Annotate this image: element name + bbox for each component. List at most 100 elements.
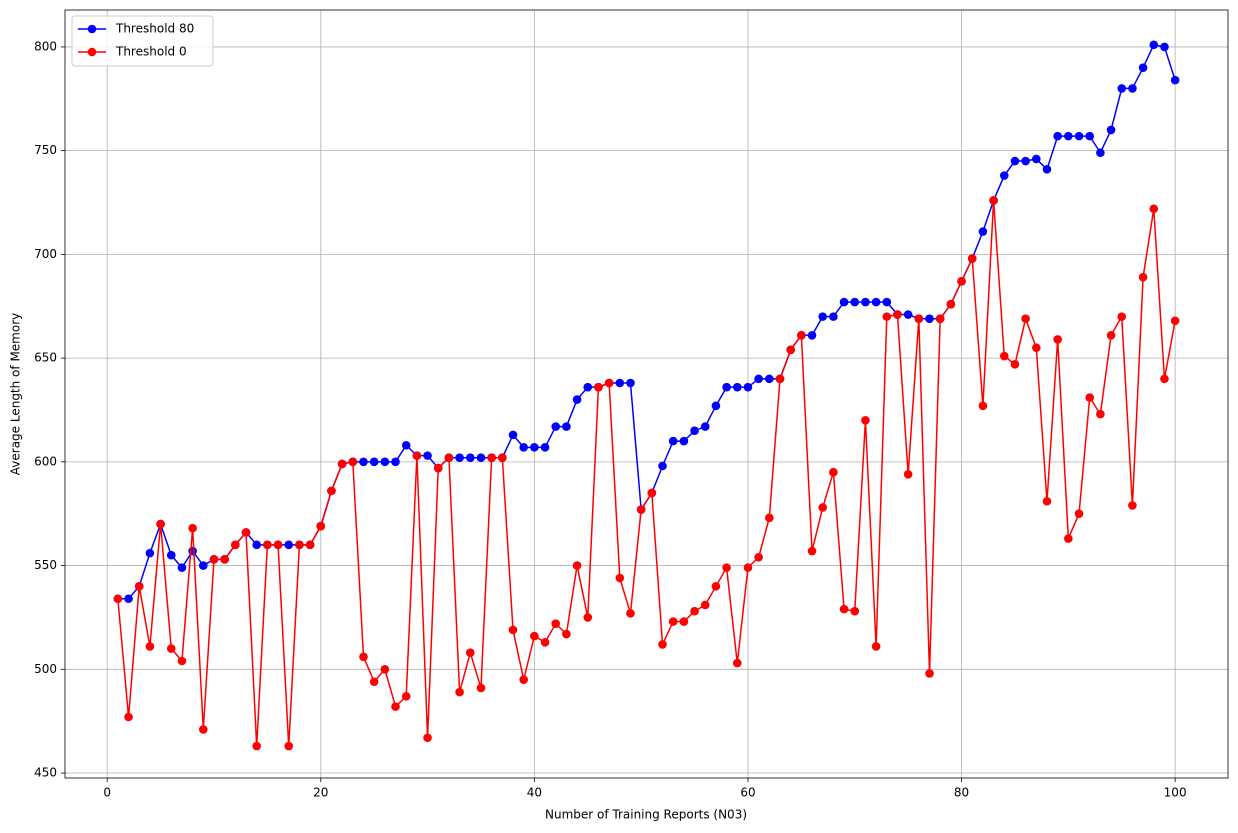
point (668, 436, 678, 446)
point (198, 725, 208, 734)
legend-box (71, 15, 214, 67)
point (1074, 131, 1084, 141)
point (562, 422, 571, 431)
point (957, 277, 966, 286)
point (711, 582, 721, 591)
point (348, 457, 358, 467)
point (1010, 360, 1020, 369)
point (145, 548, 155, 558)
y-tick-label: 500 (34, 662, 57, 676)
point (626, 378, 635, 388)
y-tick-label: 550 (34, 558, 57, 572)
point (946, 299, 956, 309)
point (423, 451, 432, 460)
point (807, 546, 817, 556)
point (156, 519, 165, 529)
point (380, 457, 390, 467)
point (786, 345, 795, 355)
point (540, 443, 550, 452)
point (391, 702, 400, 711)
point (337, 459, 347, 469)
point (252, 540, 261, 550)
point (177, 656, 187, 666)
point (241, 528, 251, 537)
x-tick-label: 100 (1164, 786, 1187, 800)
point (177, 563, 187, 572)
point (391, 457, 400, 467)
point (145, 642, 155, 651)
point (273, 540, 283, 550)
point (1170, 75, 1180, 85)
legend-label: Threshold 80 (115, 22, 194, 36)
point (850, 606, 860, 616)
point (978, 227, 988, 236)
point (722, 382, 731, 392)
point (465, 453, 475, 462)
y-tick-label: 800 (34, 39, 57, 53)
point (551, 422, 561, 431)
point (807, 330, 817, 340)
point (882, 312, 892, 321)
point (647, 488, 657, 498)
point (1170, 316, 1180, 326)
point (316, 521, 326, 531)
point (861, 297, 870, 307)
point (1149, 204, 1159, 214)
y-tick-label: 750 (34, 143, 57, 157)
point (423, 733, 432, 743)
point (476, 683, 486, 693)
point (369, 677, 379, 687)
point (925, 669, 934, 678)
point (198, 561, 208, 570)
point (893, 310, 902, 319)
point (615, 573, 625, 583)
point (113, 594, 123, 604)
point (850, 297, 860, 307)
point (359, 652, 368, 662)
x-axis-label: Number of Training Reports (N03) (545, 808, 747, 822)
point (1160, 42, 1169, 52)
point (305, 540, 315, 550)
point (668, 617, 678, 626)
point (401, 691, 411, 701)
point (252, 741, 261, 751)
point (209, 555, 219, 564)
point (530, 443, 539, 452)
point (658, 640, 667, 649)
point (583, 613, 593, 622)
point (754, 374, 763, 384)
point (829, 312, 838, 321)
point (1096, 409, 1105, 419)
point (380, 664, 390, 674)
y-axis-label: Average Length of Memory (9, 313, 23, 475)
point (508, 430, 518, 440)
legend-label: Threshold 0 (115, 45, 187, 59)
point (711, 401, 721, 411)
point (1064, 131, 1073, 141)
legend-marker (87, 24, 97, 34)
point (1053, 131, 1062, 141)
point (1106, 125, 1116, 135)
point (903, 469, 913, 479)
point (455, 687, 464, 697)
point (327, 486, 336, 496)
point (732, 382, 742, 392)
point (412, 451, 422, 460)
point (295, 540, 304, 550)
point (530, 631, 539, 641)
point (487, 453, 496, 462)
x-tick-label: 60 (740, 786, 755, 800)
point (967, 254, 977, 263)
x-tick-label: 40 (527, 786, 542, 800)
legend-marker (87, 47, 97, 57)
point (455, 453, 464, 462)
point (999, 171, 1009, 180)
point (700, 600, 710, 610)
point (914, 314, 924, 323)
point (871, 297, 881, 307)
point (1149, 40, 1159, 50)
point (797, 330, 806, 340)
point (1085, 393, 1095, 402)
point (732, 658, 742, 668)
point (1010, 156, 1020, 166)
